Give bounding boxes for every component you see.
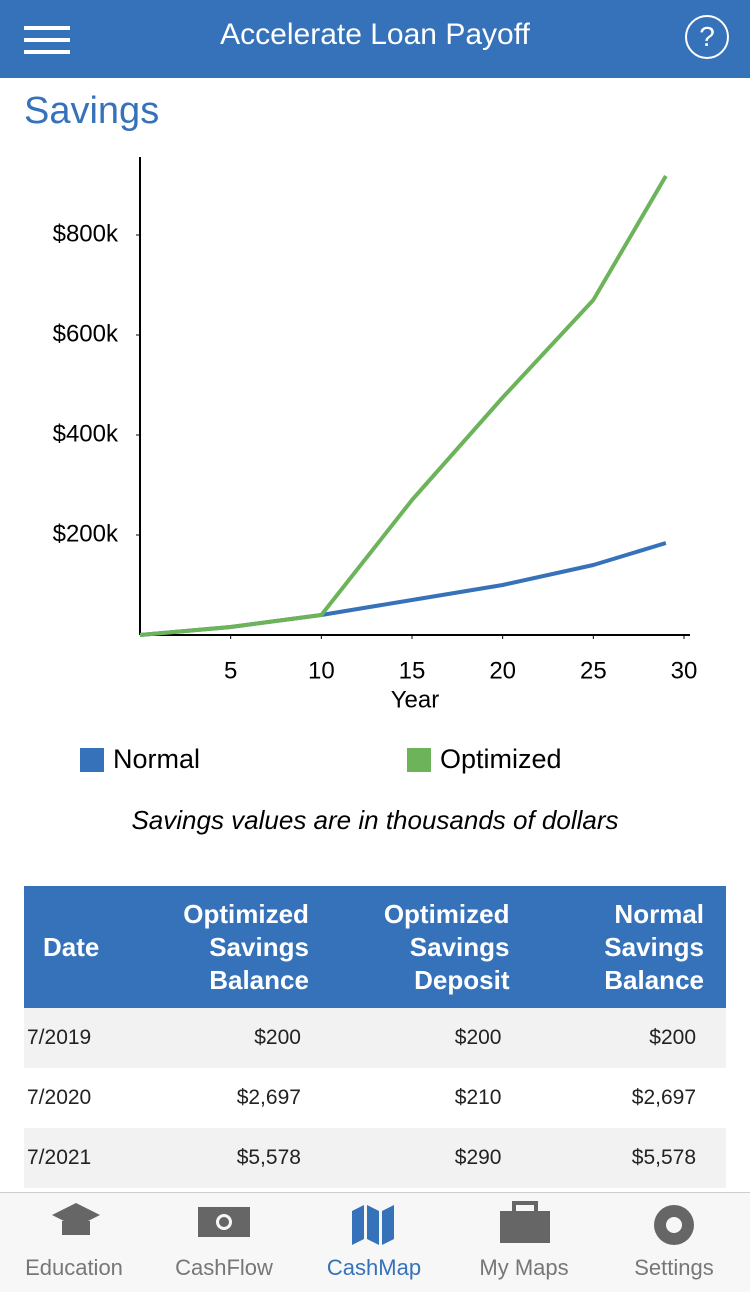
series-line: [139, 174, 668, 637]
chart-note: Savings values are in thousands of dolla…: [131, 805, 618, 835]
tab-label[interactable]: CashFlow: [175, 1255, 273, 1280]
mymaps-icon: [500, 1201, 550, 1243]
table-cell: $200: [144, 1008, 331, 1068]
cashmap-icon: [352, 1205, 394, 1245]
table-row: 7/2019 $200 $200 $200: [24, 1008, 726, 1068]
tab-label[interactable]: Settings: [634, 1255, 714, 1280]
column-header: Optimized Savings Balance: [144, 886, 331, 1008]
savings-table: Date Optimized Savings Balance Optimized S…: [24, 886, 726, 1188]
table-cell: $210: [454, 1086, 502, 1109]
table-cell: $2,697: [631, 1086, 696, 1109]
legend-swatch: [407, 748, 431, 772]
education-icon: [52, 1203, 100, 1235]
legend-label: Optimized: [440, 744, 562, 774]
table-cell: 7/2020: [27, 1086, 92, 1109]
cashflow-icon: [198, 1207, 250, 1237]
help-button[interactable]: ?: [685, 15, 729, 59]
table-cell: $200: [531, 1008, 726, 1068]
column-header: Normal Savings Balance: [531, 886, 726, 1008]
table-cell: $5,578: [531, 1128, 726, 1188]
x-tick-label: 30: [671, 657, 698, 684]
section-title: Savings: [24, 90, 160, 132]
settings-icon: [654, 1205, 694, 1245]
table-cell: $290: [330, 1128, 532, 1188]
table-cell: 7/2021: [24, 1128, 145, 1188]
menu-button[interactable]: [24, 26, 70, 62]
chart: Year Savings values are in thousands of …: [53, 157, 698, 835]
legend-label: Normal: [113, 744, 200, 774]
x-axis-label: Year: [391, 686, 440, 713]
x-tick-label: 25: [580, 657, 607, 684]
legend-swatch: [80, 748, 104, 772]
y-tick-label: $400k: [53, 420, 119, 447]
y-tick-label: $200k: [53, 520, 119, 547]
column-header: Date: [24, 886, 145, 1008]
column-header: Optimized Savings Deposit: [330, 886, 532, 1008]
nav-title: Accelerate Loan Payoff: [220, 18, 530, 51]
table-cell: $200: [330, 1008, 532, 1068]
table-cell: $5,578: [144, 1128, 331, 1188]
x-tick-label: 5: [224, 657, 237, 684]
tab-bar: Education CashFlow CashMap My Maps Settings: [0, 1192, 750, 1292]
table-row: 7/2020 $2,697 $210 $2,697: [24, 1068, 726, 1128]
tab-icons: Education CashFlow CashMap My Maps Settings: [25, 1201, 714, 1280]
tab-label[interactable]: Education: [25, 1255, 123, 1280]
tab-label[interactable]: My Maps: [479, 1255, 568, 1280]
table-cell: 7/2019: [24, 1008, 145, 1068]
x-tick-label: 20: [489, 657, 516, 684]
tab-label[interactable]: CashMap: [327, 1255, 421, 1280]
series-line: [139, 541, 667, 637]
table-cell: $2,697: [236, 1086, 301, 1109]
y-tick-label: $800k: [53, 220, 119, 247]
nav-bar: Accelerate Loan Payoff ?: [0, 0, 750, 78]
x-tick-label: 10: [308, 657, 335, 684]
x-tick-label: 15: [399, 657, 426, 684]
table-row: 7/2021 $5,578 $290 $5,578: [24, 1128, 726, 1188]
y-tick-label: $600k: [53, 320, 119, 347]
